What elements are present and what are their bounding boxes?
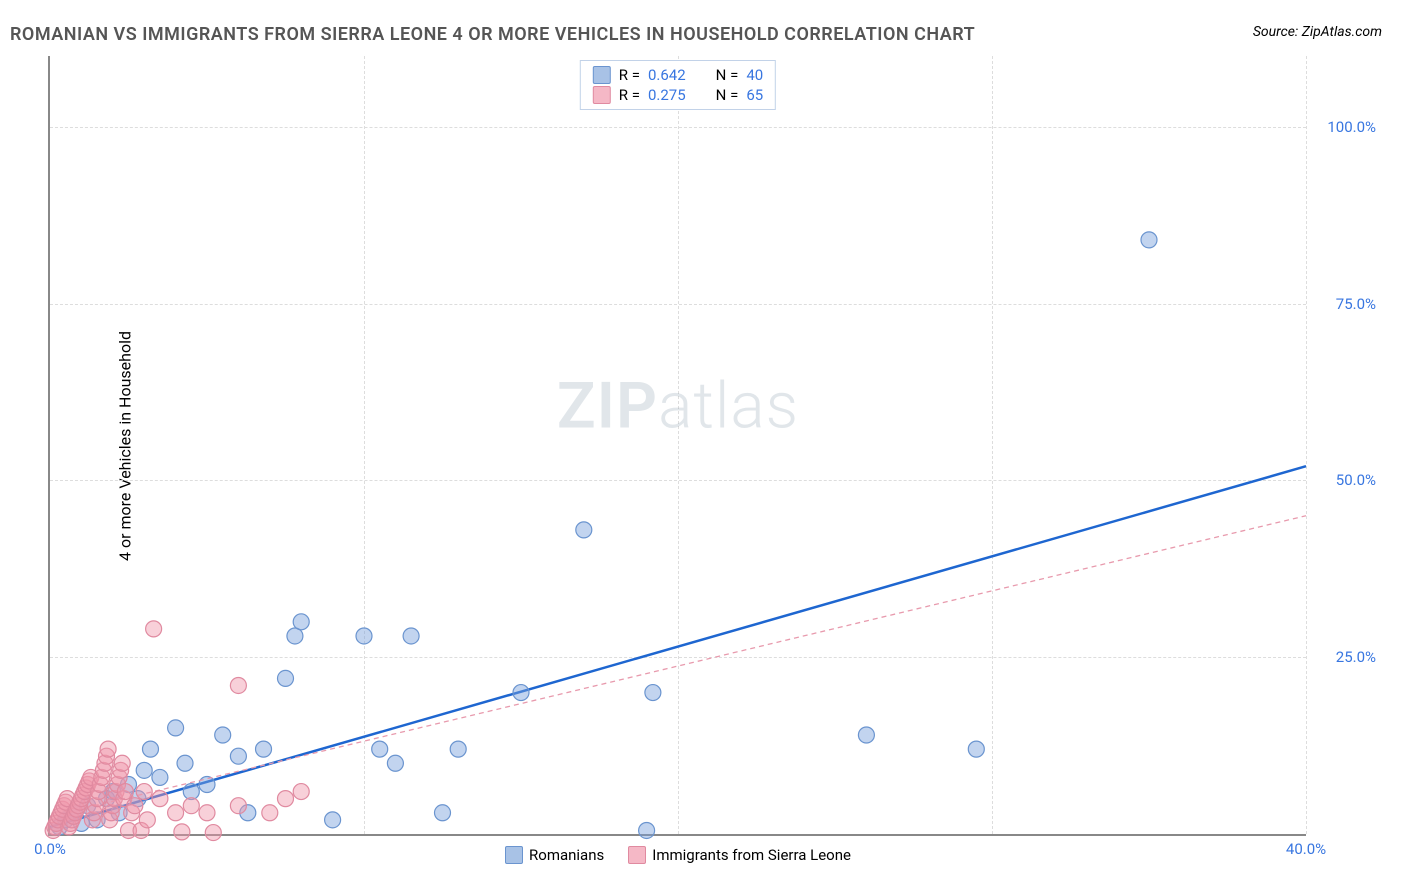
trend-line — [50, 516, 1306, 817]
scatter-point — [199, 776, 215, 792]
trend-line — [50, 466, 1306, 827]
scatter-point — [117, 784, 133, 800]
r-value: 0.642 — [648, 66, 686, 84]
source-prefix: Source: — [1253, 24, 1302, 40]
scatter-point — [199, 805, 215, 821]
scatter-point — [152, 791, 168, 807]
scatter-point — [146, 621, 162, 637]
x-tick-label: 40.0% — [1286, 840, 1326, 858]
r-label: R = — [619, 66, 640, 84]
scatter-point — [387, 755, 403, 771]
scatter-point — [256, 741, 272, 757]
legend-swatch — [593, 66, 611, 84]
y-tick-label: 100.0% — [1316, 118, 1376, 136]
y-tick-label: 50.0% — [1316, 471, 1376, 489]
scatter-point — [174, 824, 190, 840]
scatter-point — [293, 784, 309, 800]
scatter-point — [168, 805, 184, 821]
n-label: N = — [716, 66, 739, 84]
series-legend: Romanians Immigrants from Sierra Leone — [50, 846, 1306, 864]
scatter-point — [230, 798, 246, 814]
n-value: 40 — [746, 66, 763, 84]
correlation-legend: R = 0.642 N = 40 R = 0.275 N = 65 — [580, 60, 776, 110]
scatter-point — [372, 741, 388, 757]
series-name: Romanians — [529, 846, 604, 864]
r-value: 0.275 — [648, 86, 686, 104]
r-label: R = — [619, 86, 640, 104]
x-tick-label: 0.0% — [34, 840, 66, 858]
legend-item: Immigrants from Sierra Leone — [628, 846, 851, 864]
scatter-point — [127, 798, 143, 814]
scatter-point — [576, 522, 592, 538]
scatter-point — [100, 741, 116, 757]
y-tick-label: 25.0% — [1316, 648, 1376, 666]
series-name: Immigrants from Sierra Leone — [652, 846, 851, 864]
scatter-point — [152, 769, 168, 785]
y-tick-label: 75.0% — [1316, 295, 1376, 313]
scatter-point — [139, 812, 155, 828]
legend-item: Romanians — [505, 846, 604, 864]
plot-area: ZIPatlas R =0.642N =40R =0.275N =65 Roma… — [48, 56, 1306, 836]
scatter-svg — [50, 56, 1306, 834]
scatter-point — [230, 677, 246, 693]
scatter-point — [278, 670, 294, 686]
legend-row: R = 0.275 N = 65 — [593, 85, 763, 105]
scatter-point — [513, 685, 529, 701]
scatter-point — [639, 822, 655, 838]
scatter-point — [136, 784, 152, 800]
scatter-point — [293, 614, 309, 630]
scatter-point — [645, 685, 661, 701]
source-attribution: Source: ZipAtlas.com — [1253, 24, 1382, 40]
scatter-point — [183, 798, 199, 814]
scatter-point — [215, 727, 231, 743]
chart-container: ROMANIAN VS IMMIGRANTS FROM SIERRA LEONE… — [0, 0, 1406, 892]
legend-swatch — [628, 846, 646, 864]
scatter-point — [262, 805, 278, 821]
legend-swatch — [505, 846, 523, 864]
scatter-point — [177, 755, 193, 771]
scatter-point — [136, 762, 152, 778]
scatter-point — [1141, 232, 1157, 248]
scatter-point — [230, 748, 246, 764]
legend-swatch — [593, 86, 611, 104]
scatter-point — [168, 720, 184, 736]
scatter-point — [435, 805, 451, 821]
chart-title: ROMANIAN VS IMMIGRANTS FROM SIERRA LEONE… — [10, 24, 975, 45]
scatter-point — [325, 812, 341, 828]
n-label: N = — [716, 86, 739, 104]
legend-row: R = 0.642 N = 40 — [593, 65, 763, 85]
scatter-point — [114, 755, 130, 771]
scatter-point — [205, 825, 221, 841]
scatter-point — [403, 628, 419, 644]
scatter-point — [858, 727, 874, 743]
scatter-point — [968, 741, 984, 757]
n-value: 65 — [746, 86, 763, 104]
source-name: ZipAtlas.com — [1302, 24, 1382, 40]
scatter-point — [450, 741, 466, 757]
scatter-point — [142, 741, 158, 757]
scatter-point — [356, 628, 372, 644]
scatter-point — [278, 791, 294, 807]
gridline-v — [1306, 56, 1307, 834]
